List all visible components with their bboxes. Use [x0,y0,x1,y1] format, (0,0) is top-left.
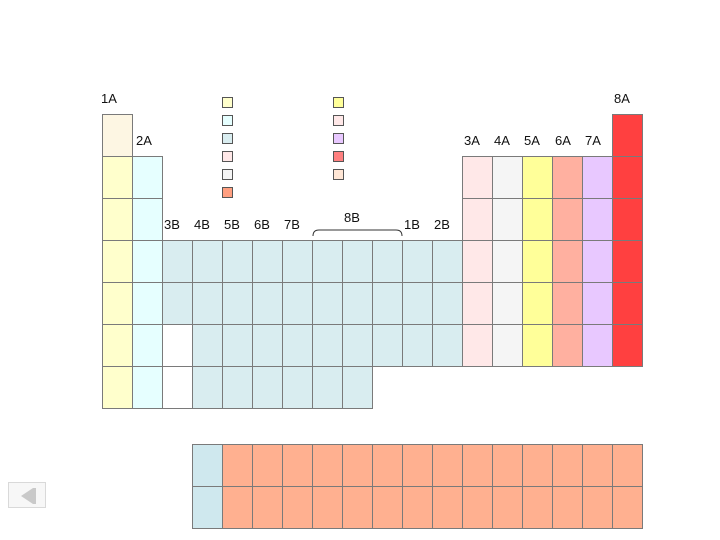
group-label: 4B [194,217,210,232]
f-block-cell [522,444,553,487]
element-cell [222,324,253,367]
element-cell [462,324,493,367]
element-cell [612,114,643,157]
element-cell [132,198,163,241]
group-label: 4A [494,133,510,148]
element-cell [372,324,403,367]
element-cell [132,282,163,325]
legend-swatch [222,151,233,162]
legend-swatch [333,115,344,126]
f-block-cell [222,486,253,529]
element-cell [222,282,253,325]
f-block-cell [612,486,643,529]
element-cell [462,282,493,325]
group-label: 6A [555,133,571,148]
previous-slide-button[interactable] [8,482,46,508]
f-block-cell [612,444,643,487]
f-block-cell [372,486,403,529]
f-block-cell [402,444,433,487]
previous-arrow-icon [21,488,33,504]
element-cell [432,324,463,367]
group-label: 8A [614,91,630,106]
f-block-cell [252,486,283,529]
element-cell [582,198,613,241]
group-label: 5B [224,217,240,232]
legend-swatch [333,151,344,162]
element-cell [282,324,313,367]
group-label: 2A [136,133,152,148]
element-cell [282,366,313,409]
legend-swatch [222,187,233,198]
element-cell [492,282,523,325]
group-label: 1B [404,217,420,232]
group-label: 6B [254,217,270,232]
f-block-cell [192,486,223,529]
element-cell [312,324,343,367]
element-cell [342,366,373,409]
group-label: 2B [434,217,450,232]
element-cell [372,240,403,283]
element-cell [552,198,583,241]
element-cell [612,240,643,283]
f-block-cell [492,444,523,487]
element-cell [522,324,553,367]
element-cell [252,324,283,367]
element-cell [492,324,523,367]
previous-bar-icon [33,488,36,504]
f-block-cell [582,486,613,529]
element-cell [342,240,373,283]
bracket-path [312,229,403,237]
element-cell [402,282,433,325]
element-cell [132,366,163,409]
group-label: 5A [524,133,540,148]
element-cell [102,240,133,283]
element-cell [582,240,613,283]
element-cell [552,156,583,199]
f-block-cell [552,486,583,529]
element-cell [252,282,283,325]
element-cell [342,282,373,325]
legend-swatch [222,97,233,108]
group-label: 7B [284,217,300,232]
f-block-cell [492,486,523,529]
element-cell [162,366,193,409]
element-cell [612,156,643,199]
legend-swatch [333,169,344,180]
legend-swatch [333,133,344,144]
group-label: 7A [585,133,601,148]
legend-swatch [222,115,233,126]
element-cell [612,324,643,367]
element-cell [222,366,253,409]
group-label: 3A [464,133,480,148]
element-cell [582,156,613,199]
group-label: 3B [164,217,180,232]
element-cell [612,198,643,241]
group-label: 8B [344,210,360,225]
f-block-cell [432,486,463,529]
f-block-cell [552,444,583,487]
element-cell [102,114,133,157]
element-cell [132,156,163,199]
element-cell [432,282,463,325]
group-label: 1A [101,91,117,106]
f-block-cell [522,486,553,529]
element-cell [552,240,583,283]
element-cell [132,240,163,283]
legend-swatch [222,169,233,180]
legend-swatch [222,133,233,144]
legend-swatch [333,97,344,108]
f-block-cell [402,486,433,529]
element-cell [162,324,193,367]
element-cell [522,156,553,199]
element-cell [612,282,643,325]
element-cell [282,240,313,283]
